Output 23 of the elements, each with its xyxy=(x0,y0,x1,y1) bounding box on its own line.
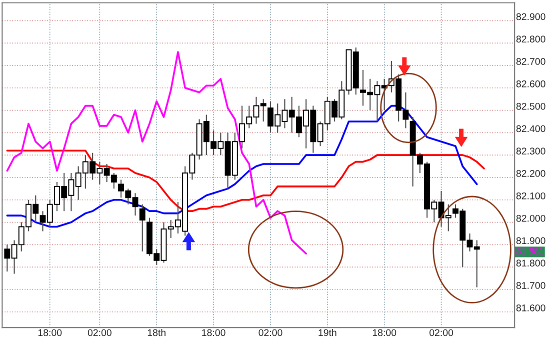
text: 81.881 xyxy=(516,248,544,254)
y-tick-label: 82.100 xyxy=(516,192,546,200)
x-tick-label: 18:00 xyxy=(38,329,62,336)
x-tick-label: 19th xyxy=(318,328,336,336)
y-tick-label: 82.500 xyxy=(516,102,546,110)
y-tick-label: 82.000 xyxy=(516,214,546,222)
y-tick-label: 82.800 xyxy=(516,36,546,43)
y-tick-label: 82.700 xyxy=(516,58,546,65)
y-tick-label: 82.600 xyxy=(516,80,546,88)
x-tick-label: 18:00 xyxy=(372,329,396,336)
y-tick-label: 82.900 xyxy=(516,13,546,20)
x-tick-label: 02:00 xyxy=(429,329,454,336)
x-tick-label: 02:00 xyxy=(88,329,112,336)
y-tick-label: 82.200 xyxy=(516,170,546,177)
y-tick-label: 81.600 xyxy=(516,304,546,312)
x-tick-label: 18th xyxy=(148,328,166,336)
y-tick-label: 81.800 xyxy=(516,260,546,267)
y-tick-label: 81.700 xyxy=(516,282,546,289)
y-tick-label: 82.400 xyxy=(516,125,546,132)
y-tick-label: 82.300 xyxy=(516,148,546,155)
x-tick-label: 02:00 xyxy=(258,329,282,336)
x-tick-label: 18:00 xyxy=(202,329,226,336)
y-tick-label: 81.900 xyxy=(516,237,546,244)
